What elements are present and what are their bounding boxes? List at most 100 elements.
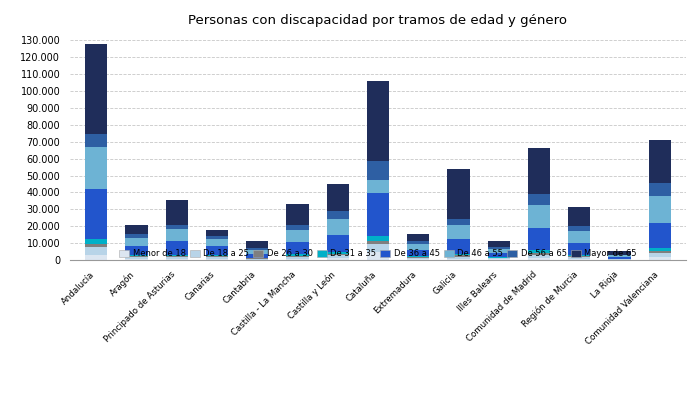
- Bar: [649, 223, 671, 248]
- Bar: [286, 242, 309, 254]
- Bar: [407, 257, 429, 258]
- Bar: [407, 256, 429, 257]
- Bar: [407, 259, 429, 260]
- Bar: [327, 258, 349, 260]
- Bar: [286, 230, 309, 242]
- Bar: [85, 146, 107, 189]
- Bar: [125, 246, 148, 256]
- Bar: [528, 148, 550, 194]
- Bar: [528, 194, 550, 205]
- Bar: [85, 134, 107, 146]
- Bar: [407, 244, 429, 250]
- Bar: [608, 255, 631, 256]
- Bar: [568, 259, 590, 260]
- Bar: [246, 254, 268, 258]
- Bar: [85, 189, 107, 239]
- Bar: [568, 243, 590, 255]
- Bar: [206, 256, 228, 257]
- Bar: [166, 259, 188, 260]
- Bar: [568, 256, 590, 257]
- Bar: [608, 259, 631, 260]
- Bar: [166, 200, 188, 225]
- Bar: [327, 184, 349, 211]
- Bar: [447, 256, 470, 257]
- Bar: [488, 259, 510, 260]
- Bar: [407, 250, 429, 256]
- Bar: [85, 244, 107, 247]
- Bar: [166, 241, 188, 254]
- Bar: [246, 242, 268, 248]
- Bar: [166, 257, 188, 259]
- Bar: [407, 234, 429, 240]
- Legend: Menor de 18, De 18 a 25, De 26 a 30, De 31 a 35, De 36 a 45, De 46 a 55, De 56 a: Menor de 18, De 18 a 25, De 26 a 30, De …: [120, 249, 636, 258]
- Bar: [286, 259, 309, 260]
- Bar: [608, 256, 631, 257]
- Bar: [447, 257, 470, 259]
- Bar: [528, 254, 550, 258]
- Bar: [488, 258, 510, 259]
- Bar: [367, 161, 389, 180]
- Bar: [407, 240, 429, 244]
- Bar: [488, 247, 510, 248]
- Bar: [125, 256, 148, 257]
- Bar: [85, 44, 107, 134]
- Bar: [166, 225, 188, 229]
- Bar: [528, 253, 550, 254]
- Bar: [367, 81, 389, 161]
- Bar: [528, 205, 550, 228]
- Bar: [246, 258, 268, 259]
- Bar: [367, 236, 389, 240]
- Bar: [649, 140, 671, 183]
- Bar: [327, 254, 349, 255]
- Bar: [649, 183, 671, 196]
- Bar: [206, 236, 228, 239]
- Bar: [286, 225, 309, 230]
- Bar: [85, 239, 107, 244]
- Bar: [649, 251, 671, 253]
- Bar: [447, 224, 470, 239]
- Bar: [206, 246, 228, 255]
- Bar: [447, 239, 470, 254]
- Bar: [608, 257, 631, 259]
- Bar: [206, 255, 228, 256]
- Bar: [206, 230, 228, 236]
- Bar: [125, 257, 148, 259]
- Bar: [85, 254, 107, 260]
- Bar: [327, 235, 349, 252]
- Bar: [206, 259, 228, 260]
- Bar: [649, 196, 671, 223]
- Bar: [528, 258, 550, 260]
- Bar: [286, 256, 309, 257]
- Bar: [447, 169, 470, 219]
- Bar: [166, 229, 188, 241]
- Bar: [568, 208, 590, 226]
- Bar: [568, 257, 590, 259]
- Bar: [286, 204, 309, 225]
- Bar: [447, 254, 470, 256]
- Bar: [367, 180, 389, 193]
- Bar: [407, 258, 429, 259]
- Bar: [367, 240, 389, 244]
- Bar: [649, 248, 671, 251]
- Bar: [568, 226, 590, 232]
- Bar: [367, 252, 389, 260]
- Bar: [125, 259, 148, 260]
- Bar: [246, 250, 268, 254]
- Bar: [568, 232, 590, 243]
- Bar: [327, 255, 349, 258]
- Bar: [447, 259, 470, 260]
- Bar: [488, 241, 510, 247]
- Bar: [568, 255, 590, 256]
- Bar: [528, 250, 550, 253]
- Bar: [488, 248, 510, 253]
- Bar: [447, 219, 470, 224]
- Bar: [608, 250, 631, 255]
- Bar: [488, 253, 510, 257]
- Bar: [367, 244, 389, 252]
- Bar: [528, 228, 550, 250]
- Bar: [327, 219, 349, 235]
- Bar: [166, 256, 188, 257]
- Bar: [246, 259, 268, 260]
- Bar: [125, 224, 148, 234]
- Bar: [327, 252, 349, 254]
